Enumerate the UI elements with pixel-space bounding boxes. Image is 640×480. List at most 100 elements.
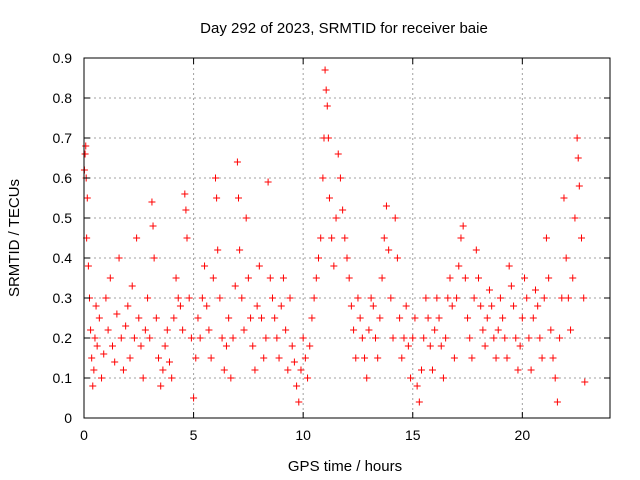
data-point [404, 342, 412, 350]
data-point [569, 274, 577, 282]
data-point [124, 302, 132, 310]
data-point [347, 302, 355, 310]
data-point [439, 374, 447, 382]
data-point [496, 294, 504, 302]
data-point [271, 314, 279, 322]
data-point [126, 354, 134, 362]
data-point [304, 374, 312, 382]
data-point [310, 294, 318, 302]
data-point [113, 310, 121, 318]
data-point [275, 354, 283, 362]
data-point [442, 334, 450, 342]
data-point [479, 326, 487, 334]
data-point [536, 334, 544, 342]
data-point [179, 326, 187, 334]
data-point [411, 314, 419, 322]
data-point [238, 294, 246, 302]
data-point [553, 398, 561, 406]
data-point [453, 294, 461, 302]
data-point [212, 174, 219, 182]
data-point [297, 366, 305, 374]
data-point [510, 302, 518, 310]
data-point [361, 354, 369, 362]
data-point [343, 254, 351, 262]
data-point [518, 314, 526, 322]
data-point [235, 194, 243, 202]
data-point [481, 342, 489, 350]
x-tick-label: 20 [515, 427, 531, 443]
data-point [198, 294, 206, 302]
data-point [168, 374, 176, 382]
data-point [152, 314, 160, 322]
data-point [466, 334, 474, 342]
data-point [133, 234, 141, 242]
data-point [279, 274, 287, 282]
data-point [196, 334, 204, 342]
data-point [564, 294, 572, 302]
data-point [266, 274, 274, 282]
data-point [163, 326, 171, 334]
data-point [201, 262, 209, 270]
data-point [148, 198, 156, 206]
data-point [139, 374, 147, 382]
data-point [415, 398, 423, 406]
y-tick-label: 0.4 [53, 250, 73, 266]
y-tick-label: 0.2 [53, 330, 73, 346]
data-point [172, 274, 180, 282]
data-point [547, 326, 555, 334]
data-point [391, 214, 399, 222]
data-point [455, 262, 463, 270]
x-axis-ticks: 0 5 10 15 20 [80, 58, 530, 443]
data-point [396, 314, 404, 322]
y-axis-ticks: 0 0.1 0.2 0.3 0.4 0.5 0.6 0.7 0.8 0.9 [53, 50, 610, 426]
data-point [119, 366, 127, 374]
data-point [88, 354, 96, 362]
data-point [207, 354, 215, 362]
data-point [558, 294, 566, 302]
data-point [236, 246, 244, 254]
data-point [575, 182, 583, 190]
data-point [448, 302, 456, 310]
y-tick-label: 0.8 [53, 90, 73, 106]
data-point [268, 294, 276, 302]
data-point [475, 274, 482, 282]
data-point [374, 354, 382, 362]
data-point [222, 342, 230, 350]
data-point [286, 294, 294, 302]
data-point [477, 302, 485, 310]
data-point [247, 314, 255, 322]
chart-title: Day 292 of 2023, SRMTID for receiver bai… [200, 20, 488, 37]
data-point [102, 294, 110, 302]
data-point [82, 142, 90, 150]
data-point [312, 274, 320, 282]
data-point [393, 254, 401, 262]
data-point [277, 302, 285, 310]
data-point [420, 334, 428, 342]
data-point [371, 334, 379, 342]
data-point [332, 214, 340, 222]
data-point [240, 326, 248, 334]
data-point [514, 366, 522, 374]
data-point [472, 246, 480, 254]
data-point [574, 154, 582, 162]
data-point [282, 326, 290, 334]
data-point [229, 334, 237, 342]
data-point [341, 234, 349, 242]
data-point [529, 314, 537, 322]
data-point [317, 234, 325, 242]
data-point [115, 254, 123, 262]
data-point [251, 366, 259, 374]
data-point [367, 294, 375, 302]
data-point [345, 274, 353, 282]
data-point [284, 366, 292, 374]
data-point [499, 314, 507, 322]
x-tick-label: 10 [295, 427, 311, 443]
data-point [378, 274, 386, 282]
data-point [106, 274, 114, 282]
data-point [523, 294, 531, 302]
data-point [470, 294, 478, 302]
data-point [213, 194, 221, 202]
data-point [580, 294, 588, 302]
data-point [398, 354, 406, 362]
data-point [380, 234, 388, 242]
